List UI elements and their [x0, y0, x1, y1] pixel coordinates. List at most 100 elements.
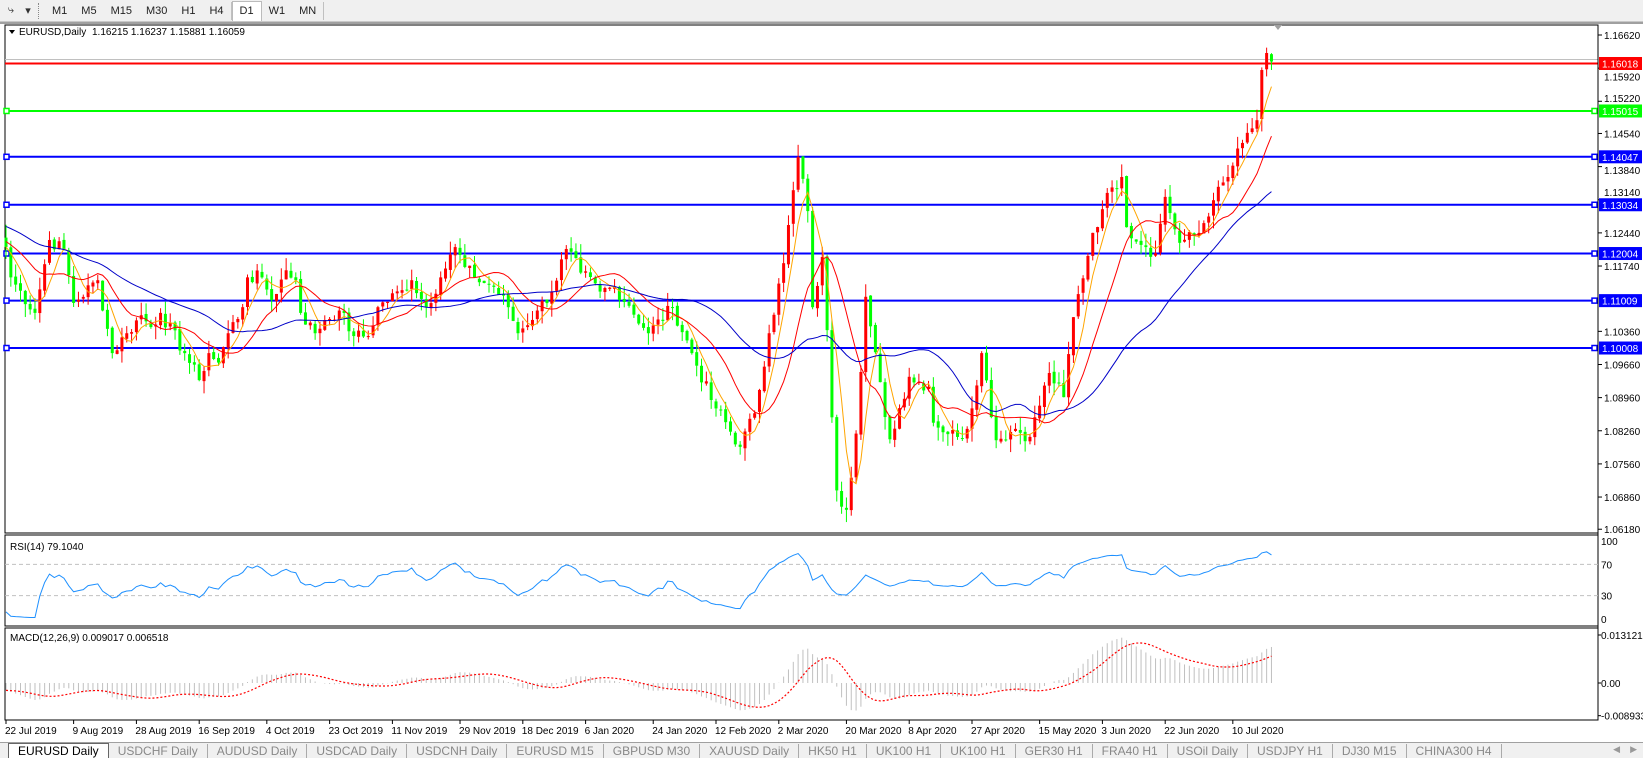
candle-body [62, 239, 66, 250]
candle-body [67, 250, 71, 276]
candle-body [960, 438, 964, 440]
timeframe-h4-button[interactable]: H4 [209, 4, 224, 17]
timeframe-mn-button[interactable]: MN [299, 4, 317, 17]
candle-body [1187, 232, 1191, 240]
chart-tab[interactable]: UK100 H1 [867, 744, 942, 758]
macd-signal-line [5, 642, 1272, 708]
line-handle[interactable] [3, 153, 10, 161]
candle-body [381, 302, 385, 307]
chart-shift-marker-icon[interactable] [1274, 25, 1282, 30]
date-label: 18 Dec 2019 [522, 726, 579, 737]
candle-body [1100, 209, 1104, 229]
candle-body [270, 289, 274, 301]
macd-tick-label: 0.00 [1601, 679, 1621, 690]
candle-body [410, 280, 414, 290]
chart-tab[interactable]: GER30 H1 [1016, 744, 1093, 758]
candle-body [584, 271, 588, 273]
chart-tab[interactable]: AUDUSD Daily [208, 744, 308, 758]
timeframe-d1-button[interactable]: D1 [231, 0, 262, 21]
line-handle[interactable] [1591, 201, 1598, 209]
scroll-right-icon[interactable]: ▶ [1630, 744, 1637, 754]
collapse-triangle-icon[interactable] [9, 30, 15, 34]
candle-body [709, 382, 713, 400]
line-handle[interactable] [1591, 297, 1598, 304]
candle-body [1028, 436, 1032, 442]
chart-tab[interactable]: USDJPY H1 [1248, 744, 1333, 758]
price-tick-label: 1.08260 [1604, 427, 1641, 438]
candle-body [192, 362, 196, 365]
candle-body [927, 386, 931, 390]
price-tick-label: 1.15220 [1604, 94, 1641, 105]
candle-body [695, 352, 699, 366]
chart-tab[interactable]: USOil Daily [1168, 744, 1249, 758]
timeframe-toolbar: ⤷ ▾ M1 M5 M15 M30 H1 H4 D1 W1 MN [0, 0, 1643, 22]
candle-body [989, 379, 993, 418]
rsi-pane[interactable] [4, 534, 1599, 627]
timeframe-m5-button[interactable]: M5 [81, 4, 97, 17]
chart-tab[interactable]: CHINA300 H4 [1407, 744, 1502, 758]
candle-body [1042, 385, 1046, 408]
line-handle[interactable] [3, 297, 10, 304]
date-label: 6 Jan 2020 [585, 726, 635, 737]
timeframe-w1-button[interactable]: W1 [268, 4, 286, 17]
chart-tab[interactable]: USDCAD Daily [307, 744, 408, 758]
candle-body [642, 323, 646, 328]
chart-tab[interactable]: USDCNH Daily [407, 744, 508, 758]
candle-body [1120, 177, 1124, 189]
chart-tab[interactable]: USDCHF Daily [109, 744, 208, 758]
chart-tab[interactable]: FRA40 H1 [1093, 744, 1168, 758]
date-label: 2 Mar 2020 [778, 726, 829, 737]
line-handle[interactable] [3, 107, 10, 115]
candle-body [956, 430, 960, 437]
candle-body [791, 190, 795, 224]
price-tick-label: 1.07560 [1604, 460, 1641, 471]
candle-body [666, 305, 670, 321]
candle-body [1115, 188, 1119, 190]
chart-tab[interactable]: UK100 H1 [941, 744, 1016, 758]
chart-tab[interactable]: DJ30 M15 [1333, 744, 1407, 758]
candle-body [1163, 196, 1167, 225]
price-label: 1.15015 [1602, 107, 1639, 118]
candle-body [1071, 317, 1075, 356]
line-handle[interactable] [1591, 153, 1598, 161]
toolbar-separator [323, 1, 325, 20]
candle-body [883, 382, 887, 418]
timeframe-m1-button[interactable]: M1 [52, 4, 68, 17]
chart-tab[interactable]: HK50 H1 [799, 744, 867, 758]
candle-body [105, 309, 109, 329]
candle-body [656, 319, 660, 325]
candle-body [622, 298, 626, 302]
timeframe-m15-button[interactable]: M15 [110, 4, 132, 17]
timeframe-m30-button[interactable]: M30 [145, 4, 168, 17]
candle-body [820, 257, 824, 286]
candle-body [994, 416, 998, 441]
line-handle[interactable] [3, 201, 10, 209]
chart-tab[interactable]: GBPUSD M30 [604, 744, 701, 758]
candle-body [318, 328, 322, 334]
candle-body [1139, 240, 1143, 245]
line-handle[interactable] [1591, 250, 1598, 257]
macd-pane[interactable] [4, 627, 1599, 721]
chart-tab[interactable]: EURUSD M15 [507, 744, 604, 758]
timeframe-h1-button[interactable]: H1 [181, 4, 196, 17]
candle-body [463, 255, 467, 267]
candle-body [96, 280, 100, 284]
candle-body [477, 278, 481, 283]
line-handle[interactable] [1591, 344, 1598, 352]
candle-body [748, 418, 752, 432]
line-handle[interactable] [3, 344, 10, 352]
chart-tab[interactable]: XAUUSD Daily [700, 744, 800, 758]
chart-tab[interactable]: EURUSD Daily [8, 743, 109, 758]
price-label: 1.13034 [1602, 201, 1639, 212]
candle-body [1038, 405, 1042, 419]
dropdown-arrow-icon[interactable]: ▾ [25, 5, 31, 17]
candle-body [33, 308, 37, 313]
date-label: 23 Oct 2019 [329, 726, 384, 737]
line-studies-icon[interactable]: ⤷ [7, 4, 15, 16]
candle-body [603, 288, 607, 293]
line-handle[interactable] [1591, 107, 1598, 115]
chart-window[interactable]: 1.16620 1.15920 1.15220 1.14540 1.13840 1.131… [0, 22, 1643, 742]
main-price-pane[interactable] [4, 24, 1599, 534]
date-label: 10 Jul 2020 [1232, 726, 1284, 737]
scroll-left-icon[interactable]: ◀ [1613, 744, 1621, 754]
